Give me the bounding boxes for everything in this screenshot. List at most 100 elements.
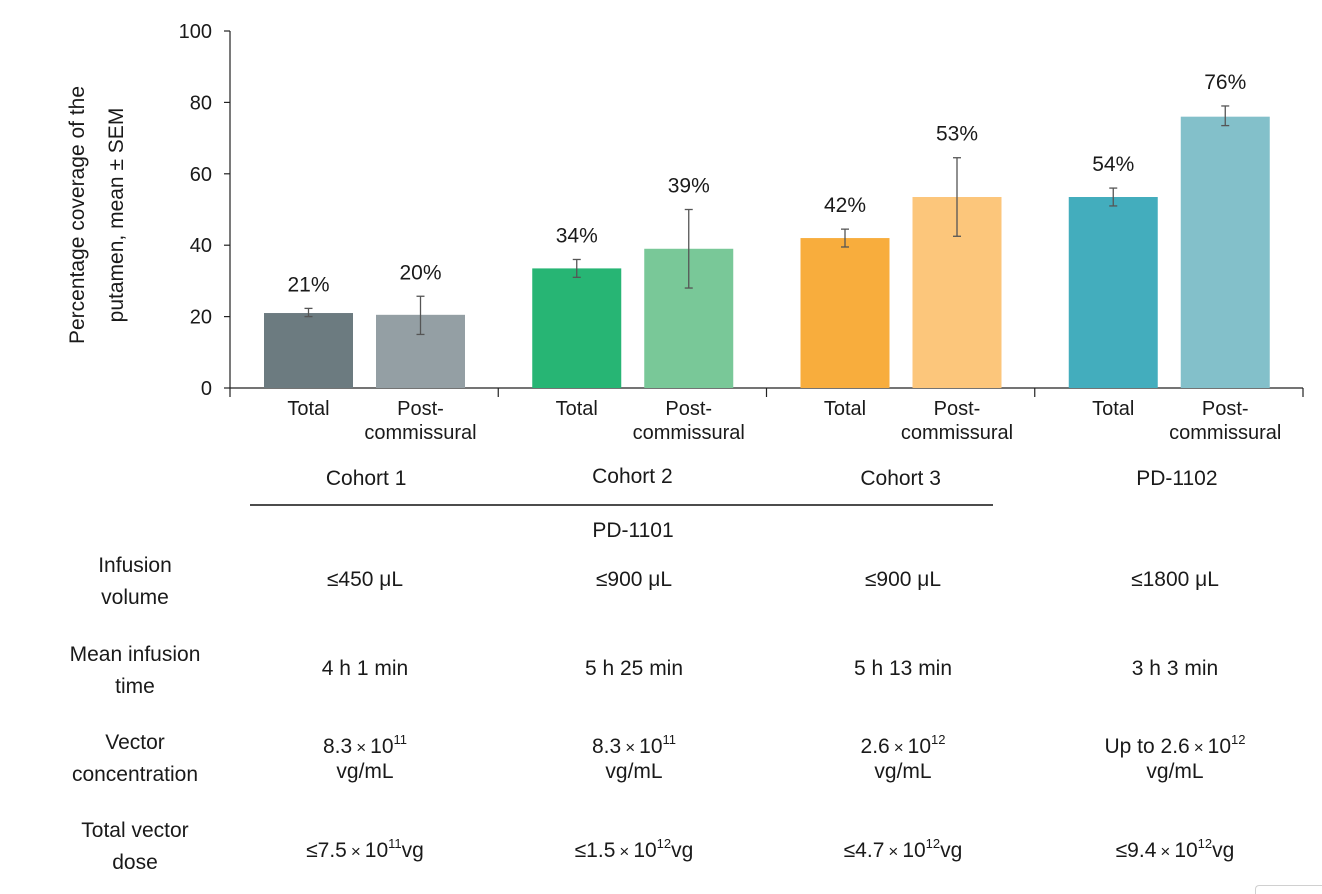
group-label-pd-1102: PD-1102 bbox=[1136, 467, 1217, 490]
category-label-post: Post- bbox=[397, 398, 444, 420]
cell-base: 10 bbox=[902, 839, 926, 862]
category-label-commissural: commissural bbox=[364, 422, 476, 444]
table-cell: ≤900 μL bbox=[773, 568, 1033, 592]
table-cell: 5 h 13 min bbox=[773, 657, 1033, 681]
table-cell: ≤7.5 × 1011vg bbox=[235, 836, 495, 864]
y-tick-label: 20 bbox=[190, 307, 212, 329]
cell-base: 10 bbox=[364, 839, 389, 862]
row-label-line: time bbox=[115, 675, 155, 698]
cell-unit: vg bbox=[940, 839, 963, 862]
table-row-label: Total vector dose bbox=[45, 815, 225, 879]
bar-pd-1102-post-commissural bbox=[1180, 116, 1270, 389]
times-sign: × bbox=[1160, 842, 1171, 861]
cell-exponent: 12 bbox=[931, 732, 946, 747]
cell-value: 4 h 1 min bbox=[321, 657, 409, 680]
y-axis-title: Percentage coverage of the putamen, mean … bbox=[66, 86, 128, 344]
row-label-line: concentration bbox=[71, 763, 199, 786]
cell-line: ≤7.5 × 1011vg bbox=[235, 836, 495, 864]
cell-prefix: ≤7.5 bbox=[306, 839, 347, 862]
times-sign: × bbox=[888, 842, 899, 861]
data-label: 21% bbox=[287, 273, 329, 296]
bar-pd-1102-total bbox=[1068, 197, 1158, 388]
data-label: 39% bbox=[668, 175, 710, 198]
group-label-cohort-2: Cohort 2 bbox=[592, 465, 673, 488]
cell-prefix: ≤4.7 bbox=[843, 839, 885, 862]
cell-prefix: 8.3 bbox=[592, 735, 622, 758]
y-tick-label: 100 bbox=[179, 21, 212, 43]
table-row-label: Vector concentration bbox=[45, 727, 225, 791]
cell-exponent: 11 bbox=[662, 732, 677, 747]
table-row-label: Mean infusion time bbox=[45, 639, 225, 703]
bar-cohort-2-total bbox=[532, 268, 622, 388]
table-cell: ≤450 μL bbox=[235, 568, 495, 592]
data-label: 53% bbox=[936, 123, 978, 146]
cell-line: ≤4.7 × 1012vg bbox=[773, 836, 1033, 864]
cell-value: ≤900 μL bbox=[864, 568, 942, 591]
cell-prefix: ≤9.4 bbox=[1115, 839, 1157, 862]
cell-value: ≤1800 μL bbox=[1131, 568, 1219, 591]
cell-exponent: 12 bbox=[656, 836, 672, 851]
data-label: 34% bbox=[556, 224, 598, 247]
cell-value: 5 h 13 min bbox=[853, 657, 953, 680]
y-axis-title-line2: putamen, mean ± SEM bbox=[105, 108, 128, 323]
table-cell: Up to 2.6 × 1012 vg/mL bbox=[1045, 732, 1305, 784]
cell-unit-line: vg/mL bbox=[1146, 760, 1204, 783]
window-corner-decoration bbox=[1255, 885, 1322, 894]
cell-base: 10 bbox=[633, 839, 657, 862]
bar-cohort-1-total bbox=[264, 313, 353, 388]
row-label-line: Total vector bbox=[81, 819, 189, 842]
table-row-label: Infusion volume bbox=[45, 550, 225, 614]
table-cell: 2.6 × 1012 vg/mL bbox=[773, 732, 1033, 784]
bar-cohort-3-total bbox=[800, 238, 890, 388]
table-cell: ≤1.5 × 1012vg bbox=[504, 836, 764, 864]
category-label-post: Post- bbox=[934, 398, 981, 420]
cell-value: 5 h 25 min bbox=[584, 657, 684, 680]
cell-base: 10 bbox=[370, 735, 394, 758]
cell-unit: vg bbox=[671, 839, 694, 862]
times-sign: × bbox=[893, 738, 904, 757]
row-label-line: Mean infusion bbox=[69, 643, 201, 666]
table-cell: ≤9.4 × 1012vg bbox=[1045, 837, 1305, 864]
cell-line: 8.3 × 1011 bbox=[235, 733, 495, 760]
category-label-total: Total bbox=[824, 398, 866, 420]
category-label-total: Total bbox=[556, 398, 598, 420]
category-label-total: Total bbox=[287, 398, 329, 420]
table-cell: 8.3 × 1011 vg/mL bbox=[235, 733, 495, 784]
cell-line: ≤9.4 × 1012vg bbox=[1045, 837, 1305, 864]
cell-prefix: 8.3 bbox=[323, 735, 353, 758]
table-cell: 3 h 3 min bbox=[1045, 657, 1305, 681]
times-sign: × bbox=[350, 842, 361, 861]
cell-base: 10 bbox=[907, 735, 932, 758]
cell-base: 10 bbox=[1207, 735, 1232, 758]
cell-exponent: 11 bbox=[388, 836, 402, 851]
y-tick-label: 80 bbox=[190, 92, 212, 114]
cell-exponent: 12 bbox=[1231, 732, 1246, 747]
cell-unit: vg bbox=[1212, 839, 1235, 862]
cell-value: 3 h 3 min bbox=[1131, 657, 1219, 680]
cell-line: ≤1.5 × 1012vg bbox=[504, 836, 764, 864]
y-tick-label: 0 bbox=[201, 378, 212, 400]
table-cell: 8.3 × 1011 vg/mL bbox=[504, 732, 764, 784]
data-label: 20% bbox=[399, 261, 441, 284]
cell-prefix: 2.6 bbox=[860, 735, 890, 758]
cell-unit: vg bbox=[401, 839, 424, 862]
cell-value: ≤900 μL bbox=[595, 568, 673, 591]
category-label-post: Post- bbox=[665, 398, 712, 420]
category-label-commissural: commissural bbox=[901, 422, 1013, 444]
table-cell: ≤4.7 × 1012vg bbox=[773, 836, 1033, 864]
category-label-commissural: commissural bbox=[633, 422, 745, 444]
cell-line: 2.6 × 1012 bbox=[773, 732, 1033, 760]
cell-line: 8.3 × 1011 bbox=[504, 732, 764, 760]
times-sign: × bbox=[619, 842, 630, 861]
cell-base: 10 bbox=[639, 735, 663, 758]
group-label-cohort-1: Cohort 1 bbox=[326, 467, 407, 490]
cell-exponent: 12 bbox=[925, 836, 941, 851]
cell-unit-line: vg/mL bbox=[605, 760, 663, 783]
cell-value: ≤450 μL bbox=[326, 568, 404, 591]
group-labels: Cohort 1 Cohort 2 Cohort 3 PD-1102 PD-1101 bbox=[250, 465, 1218, 542]
cell-line: Up to 2.6 × 1012 bbox=[1045, 732, 1305, 760]
bars: 21% Total 20% Post-commissural 34% Total 39% Po… bbox=[264, 71, 1281, 444]
group-label-cohort-3: Cohort 3 bbox=[860, 467, 941, 490]
times-sign: × bbox=[356, 738, 367, 757]
cell-unit-line: vg/mL bbox=[874, 760, 932, 783]
